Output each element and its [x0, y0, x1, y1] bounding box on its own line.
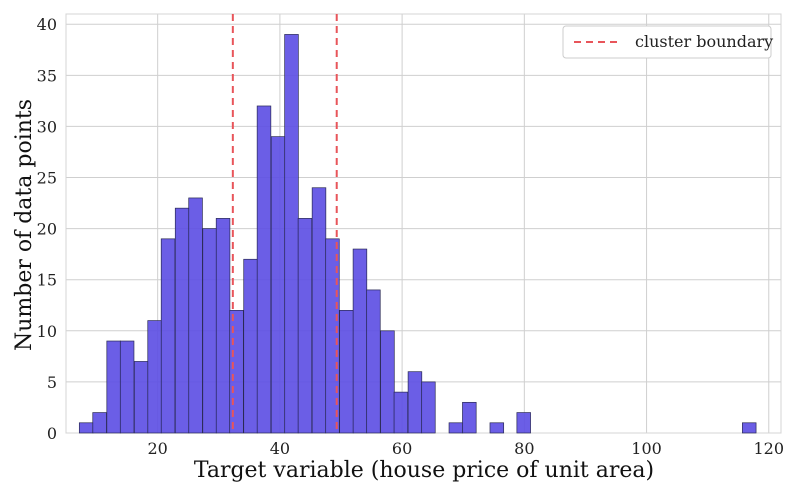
histogram-bar [119, 340, 135, 434]
y-tick-label: 35 [37, 66, 57, 85]
histogram-bar [160, 238, 176, 434]
legend-entry-cluster-boundary: cluster boundary [635, 32, 773, 51]
histogram-bar [462, 401, 477, 434]
histogram-bar [92, 412, 107, 434]
histogram-bar [352, 248, 368, 434]
histogram-bar [202, 228, 217, 434]
y-axis-label: Number of data points [12, 99, 37, 351]
histogram-bar [133, 361, 149, 434]
y-tick-label: 30 [37, 117, 57, 136]
x-tick-label: 20 [147, 439, 167, 458]
x-tick-label: 100 [631, 439, 662, 458]
histogram-bar [297, 218, 313, 434]
x-tick-label: 40 [270, 439, 290, 458]
y-tick-label: 20 [37, 220, 57, 239]
histogram-bar [516, 412, 531, 434]
histogram-bar [448, 422, 464, 434]
y-tick-label: 5 [47, 373, 57, 392]
x-axis-ticks: 20 40 60 80 100 120 [147, 439, 784, 458]
x-tick-label: 120 [754, 439, 785, 458]
histogram-bar [215, 218, 231, 434]
histogram-bar [78, 422, 94, 434]
histogram-bar [366, 289, 381, 434]
histogram-bar [325, 238, 340, 434]
histogram-bar [380, 330, 395, 434]
y-tick-label: 15 [37, 271, 57, 290]
y-tick-label: 0 [47, 424, 57, 443]
y-tick-label: 10 [37, 322, 57, 341]
legend-box [562, 25, 772, 59]
histogram-bar [407, 371, 423, 434]
x-axis-label: Target variable (house price of unit are… [194, 458, 654, 483]
y-axis-ticks: 0 5 10 15 20 25 30 35 40 [37, 15, 57, 443]
histogram-bar [742, 422, 757, 434]
histogram-bar [393, 391, 409, 434]
x-tick-label: 80 [514, 439, 534, 458]
histogram-bar [174, 207, 190, 434]
cluster-boundaries [231, 14, 338, 433]
histogram-bar [489, 422, 505, 434]
histogram-bar [284, 34, 299, 434]
histogram-bar [270, 136, 286, 434]
y-tick-label: 25 [37, 169, 57, 188]
histogram-bar [256, 105, 272, 434]
histogram-bar [147, 320, 162, 434]
legend: cluster boundary [562, 25, 773, 59]
histogram-bar [339, 310, 354, 434]
histogram-bar [311, 187, 327, 434]
histogram-bar [421, 381, 436, 434]
histogram-bar [229, 310, 244, 434]
y-tick-label: 40 [37, 15, 57, 34]
histogram-bar [106, 340, 121, 434]
histogram-bar [188, 197, 203, 434]
x-tick-label: 60 [392, 439, 412, 458]
histogram-bar [243, 258, 258, 434]
histogram-bars [78, 34, 757, 434]
